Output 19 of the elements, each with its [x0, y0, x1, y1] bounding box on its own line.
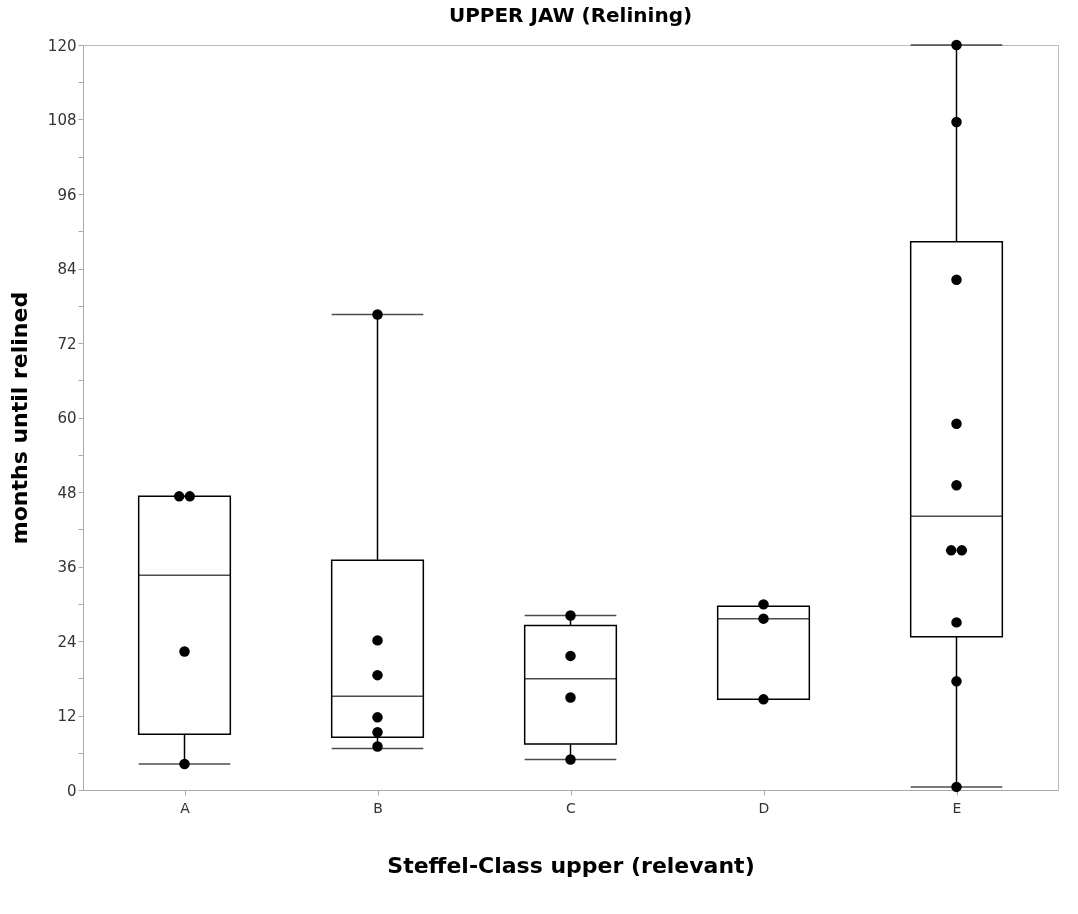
x-tick-label: D [758, 799, 770, 816]
y-tick-label: 96 [57, 185, 77, 204]
y-tick-label: 0 [66, 781, 77, 800]
y-tick-label: 60 [57, 409, 77, 427]
y-tick-label: 84 [57, 260, 77, 278]
y-tick-label: 12 [57, 707, 77, 725]
y-tick-label: 108 [47, 111, 77, 129]
x-tick-label: C [566, 799, 577, 816]
y-axis-title: months until relined [6, 291, 32, 545]
chart-title: UPPER JAW (Relining) [448, 3, 693, 27]
x-axis-title: Steffel-Class upper (relevant) [387, 852, 755, 878]
y-tick-label: 36 [57, 558, 77, 576]
x-tick-label: B [373, 799, 383, 816]
y-tick-label: 48 [57, 483, 77, 502]
y-tick-label: 24 [57, 632, 77, 651]
x-tick-label: A [180, 799, 191, 816]
x-tick-label: E [952, 799, 962, 816]
y-tick-label: 72 [57, 334, 77, 353]
y-tick-label: 120 [47, 36, 77, 55]
